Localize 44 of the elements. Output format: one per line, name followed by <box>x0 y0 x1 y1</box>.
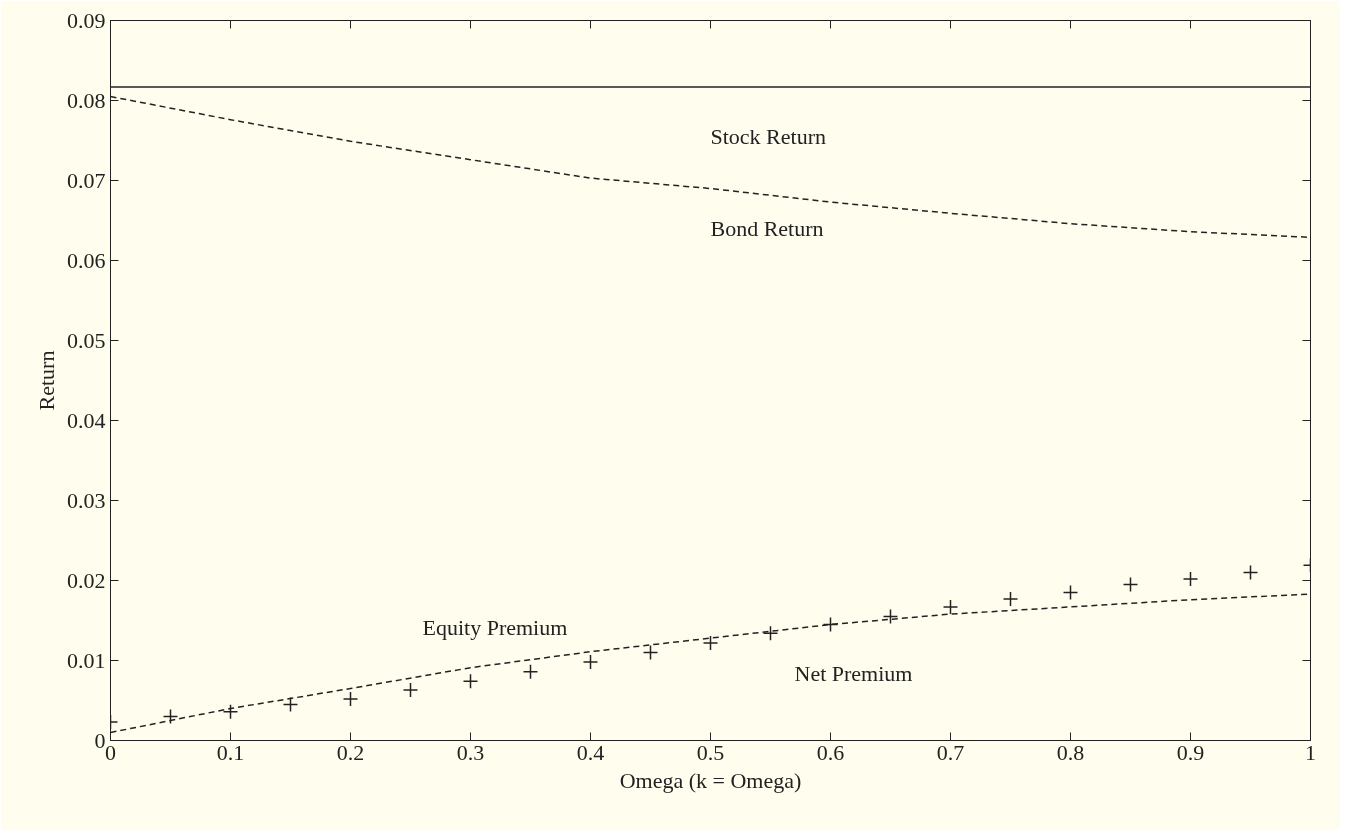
point <box>1182 571 1199 587</box>
x-tick-label: 0.6 <box>816 739 845 765</box>
x-tick-label: 0.9 <box>1176 739 1205 765</box>
y-tick-label: 0.08 <box>67 87 106 113</box>
x-axis-title: Omega (k = Omega) <box>619 767 802 793</box>
point <box>342 691 359 707</box>
y-tick-label: 0.04 <box>67 407 106 433</box>
point <box>1062 584 1079 601</box>
x-tick-label: 0.5 <box>696 739 725 765</box>
point <box>462 673 479 690</box>
x-tick-label: 0.8 <box>1056 739 1085 765</box>
point <box>282 696 299 713</box>
y-tick-label: 0.06 <box>67 247 106 273</box>
point <box>942 599 959 615</box>
point <box>762 625 779 642</box>
x-tick-label: 0.2 <box>336 739 365 765</box>
x-tick-label: 0.4 <box>576 739 605 765</box>
y-tick-label: 0.01 <box>67 647 106 673</box>
point <box>822 616 839 633</box>
y-tick-label: 0.03 <box>67 487 106 513</box>
point <box>882 608 899 625</box>
x-tick-label: 0.3 <box>456 739 485 765</box>
point <box>1122 576 1139 593</box>
point <box>582 654 599 670</box>
point <box>1002 591 1019 607</box>
point <box>162 708 179 725</box>
point <box>702 635 719 651</box>
point <box>642 644 659 661</box>
point <box>222 703 239 720</box>
y-tick-label: 0.02 <box>67 567 106 593</box>
series-label: Stock Return <box>710 124 826 150</box>
y-axis-title: Return <box>34 350 59 411</box>
y-tick-label: 0.09 <box>67 7 106 33</box>
series-label: Equity Premium <box>422 615 568 641</box>
point <box>522 663 539 680</box>
point <box>1242 564 1259 581</box>
series-label: Bond Return <box>710 216 824 241</box>
series-label: Net Premium <box>794 660 913 686</box>
point <box>402 682 419 698</box>
y-tick-label: 0.07 <box>67 167 106 193</box>
x-tick-label: 0.7 <box>936 739 965 765</box>
x-tick-label: 1 <box>1305 739 1316 765</box>
x-tick-label: 0.1 <box>216 739 245 765</box>
y-tick-label: 0.05 <box>67 327 106 353</box>
